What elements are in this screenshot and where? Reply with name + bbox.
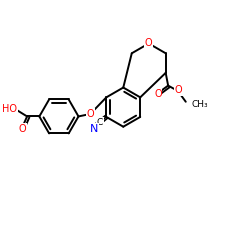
Text: HO: HO — [2, 104, 17, 114]
Text: O: O — [86, 109, 94, 119]
Text: O: O — [145, 38, 152, 48]
Text: O: O — [174, 86, 182, 96]
Text: N: N — [90, 124, 98, 134]
Text: O: O — [154, 90, 162, 100]
Text: O: O — [19, 124, 26, 134]
Text: C: C — [97, 118, 103, 127]
Text: CH₃: CH₃ — [191, 100, 208, 109]
